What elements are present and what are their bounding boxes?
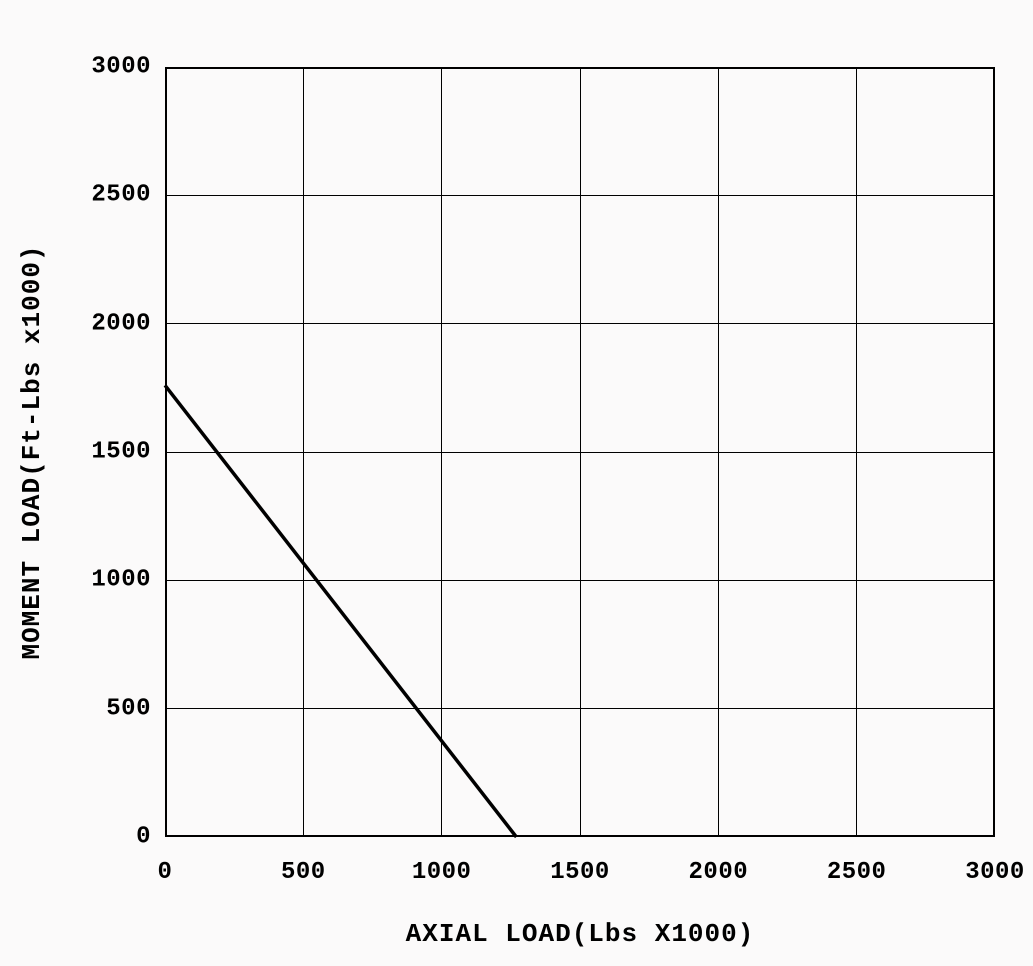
capacity-line <box>165 385 516 837</box>
series-layer <box>0 0 1033 966</box>
chart-page: AXIAL LOAD(Lbs X1000) MOMENT LOAD(Ft-Lbs… <box>0 0 1033 966</box>
